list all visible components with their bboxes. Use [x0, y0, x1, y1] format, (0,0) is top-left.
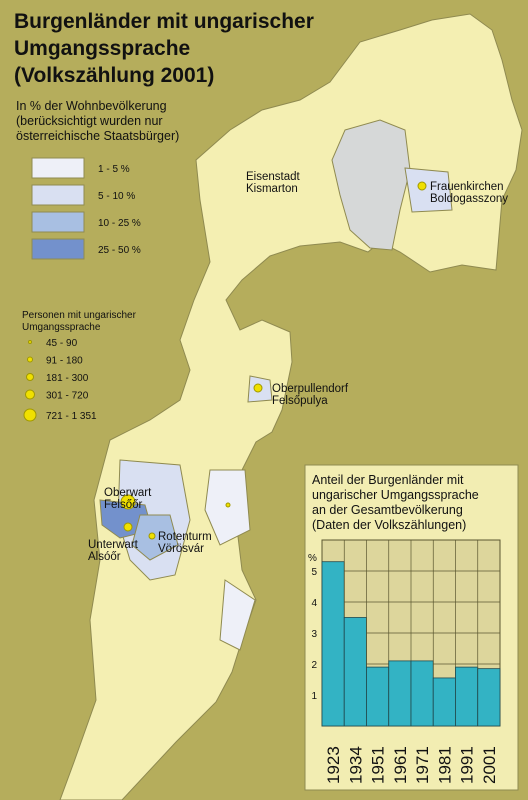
bar: [477, 668, 501, 727]
place-label-line: Oberwart: [104, 487, 152, 499]
legend-label: 1 - 5 %: [98, 164, 130, 175]
legend-label: 91 - 180: [46, 356, 83, 367]
place-label-line: Felsőpulya: [272, 395, 328, 407]
bar: [366, 666, 390, 727]
chart-title-line: ungarischer Umgangssprache: [312, 488, 479, 502]
place-label: Oberwart Felsőőr: [104, 487, 152, 511]
legend-dot: [28, 340, 32, 344]
place-label: Frauenkirchen Boldogasszony: [430, 181, 508, 205]
title-line: (Volkszählung 2001): [14, 64, 214, 87]
legend-swatch: [31, 157, 85, 179]
legend-dot: [23, 408, 37, 422]
legend-label: 10 - 25 %: [98, 218, 141, 229]
y-axis-label: %: [308, 553, 317, 564]
place-dot: [123, 522, 133, 532]
x-tick-label: 1971: [413, 746, 432, 784]
place-dot: [148, 532, 156, 540]
chart-title: Anteil der Burgenländer mit ungarischer …: [312, 473, 482, 532]
bar: [388, 660, 412, 727]
legend-dot: [26, 373, 34, 381]
legend-title-line: Umgangssprache: [22, 322, 101, 333]
place-label-line: Unterwart: [88, 539, 139, 551]
x-tick-label: 1991: [458, 746, 477, 784]
x-tick-label: 2001: [480, 746, 499, 784]
legend-label: 25 - 50 %: [98, 245, 141, 256]
legend-label: 721 - 1 351: [46, 411, 97, 422]
neusiedler-see: [331, 119, 411, 251]
place-dots: [120, 181, 427, 540]
bar: [455, 666, 479, 727]
subtitle-line: (berücksichtigt wurden nur: [16, 114, 163, 128]
subtitle-line: österreichische Staatsbürger): [16, 129, 179, 143]
title-line: Umgangssprache: [14, 37, 190, 60]
x-tick-label: 1981: [435, 746, 454, 784]
y-tick-label: 5: [311, 567, 317, 578]
legend-label: 181 - 300: [46, 373, 89, 384]
place-label-line: Eisenstadt: [246, 171, 301, 183]
title-line: Burgenländer mit ungarischer: [14, 10, 314, 33]
place-label-line: Oberpullendorf: [272, 383, 349, 395]
legend-dot: [25, 389, 35, 400]
place-label: Eisenstadt Kismarton: [246, 171, 301, 195]
y-tick-label: 1: [311, 691, 317, 702]
place-label-line: Boldogasszony: [430, 193, 508, 205]
subtitle-line: In % der Wohnbevölkerung: [16, 99, 167, 113]
bar: [321, 561, 345, 727]
region-1-5: [219, 579, 256, 651]
place-label: Rotenturm Vörösvár: [158, 531, 212, 555]
place-label-line: Kismarton: [246, 183, 298, 195]
x-tick-label: 1934: [346, 746, 365, 784]
persons-legend-title: Personen mit ungarischer Umgangssprache: [22, 310, 139, 333]
y-tick-label: 3: [311, 629, 317, 640]
place-label-line: Vörösvár: [158, 543, 204, 555]
chart-title-line: an der Gesamtbevölkerung: [312, 503, 463, 517]
legend-label: 301 - 720: [46, 391, 89, 402]
chart-title-line: (Daten der Volkszählungen): [312, 518, 466, 532]
region-1-5: [204, 469, 251, 546]
place-label-line: Frauenkirchen: [430, 181, 504, 193]
y-tick-label: 2: [311, 660, 317, 671]
place-label: Oberpullendorf Felsőpulya: [272, 383, 349, 407]
legend-swatch: [31, 184, 85, 206]
legend-label: 45 - 90: [46, 338, 78, 349]
place-dot: [225, 502, 231, 508]
region-5-10: [404, 167, 453, 213]
legend-swatch: [31, 211, 85, 233]
place-label-line: Felsőőr: [104, 499, 143, 511]
x-tick-label: 1951: [369, 746, 388, 784]
chart-title-line: Anteil der Burgenländer mit: [312, 473, 464, 487]
bar: [432, 677, 456, 727]
place-label-line: Alsóőr: [88, 551, 121, 563]
legend-label: 5 - 10 %: [98, 191, 135, 202]
subtitle: In % der Wohnbevölkerung (berücksichtigt…: [16, 99, 179, 143]
place-label: Unterwart Alsóőr: [88, 539, 139, 563]
place-dot: [120, 494, 136, 510]
place-dot: [417, 181, 427, 191]
legend-swatch: [31, 238, 85, 260]
place-label-line: Rotenturm: [158, 531, 212, 543]
legend-dot: [27, 356, 33, 363]
bar: [410, 660, 434, 727]
legend-title-line: Personen mit ungarischer: [22, 310, 137, 321]
y-tick-label: 4: [311, 598, 317, 609]
bar: [343, 617, 367, 727]
x-tick-label: 1961: [391, 746, 410, 784]
title: Burgenländer mit ungarischer Umgangsspra…: [14, 10, 320, 87]
place-dot: [253, 383, 263, 393]
burgenland-map: [59, 13, 523, 800]
x-tick-label: 1923: [324, 746, 343, 784]
